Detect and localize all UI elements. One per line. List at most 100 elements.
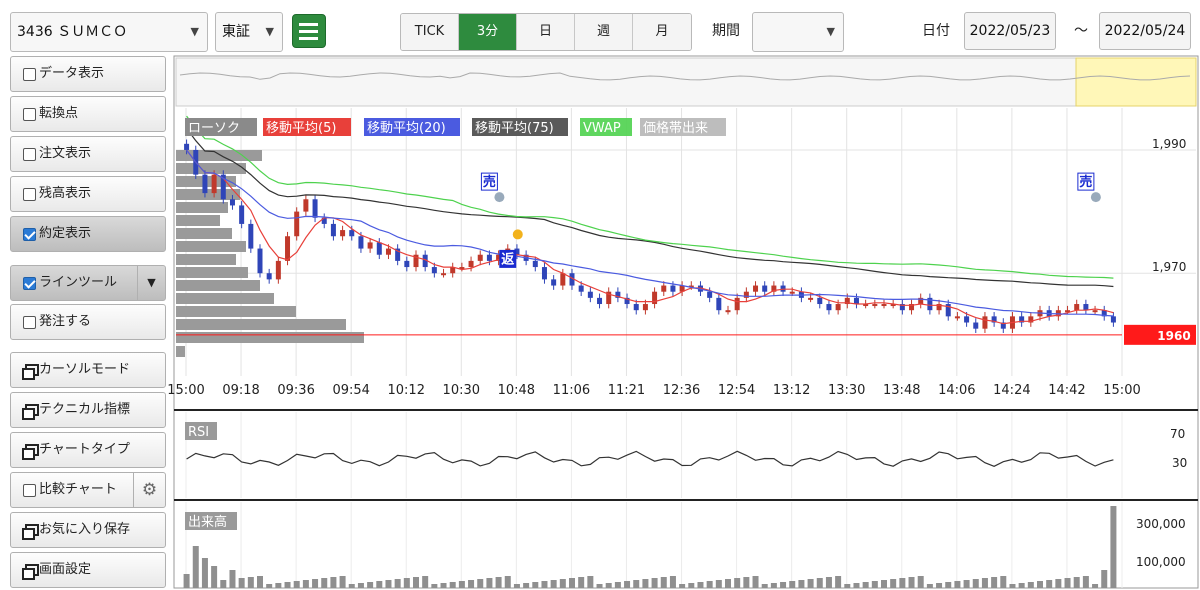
candle — [367, 242, 373, 249]
tab-tick[interactable]: TICK — [401, 14, 459, 50]
candle — [496, 254, 502, 261]
volume-bar — [532, 582, 539, 588]
x-tick-label: 13:12 — [773, 383, 810, 398]
x-tick-label: 13:48 — [883, 383, 920, 398]
candle — [395, 248, 401, 261]
volume-bar — [312, 579, 319, 588]
tab-month[interactable]: 月 — [633, 14, 691, 50]
candle — [973, 322, 979, 329]
market-select[interactable]: 東証 ▼ — [215, 12, 283, 52]
volume-bar — [302, 580, 309, 588]
volume-profile-bar — [176, 280, 260, 291]
tilde: ～ — [1074, 23, 1088, 39]
gear-icon[interactable]: ⚙ — [133, 473, 165, 507]
volume-bar — [688, 583, 695, 588]
volume-bar — [587, 576, 594, 588]
volume-bar — [495, 577, 502, 588]
candle — [707, 291, 713, 298]
candle — [202, 174, 208, 194]
date-to-input[interactable]: 2022/05/24 — [1099, 12, 1191, 50]
rsi-tick-label: 70 — [1170, 427, 1185, 441]
sidebar-item-order-display[interactable]: 注文表示 — [10, 136, 166, 172]
last-price-label: 1960 — [1157, 329, 1190, 343]
candle — [275, 260, 281, 280]
candle — [459, 267, 465, 270]
period-select[interactable]: ▼ — [752, 12, 844, 52]
legend-chip — [364, 118, 460, 136]
candle — [835, 304, 841, 311]
candle — [982, 316, 988, 329]
candle — [266, 273, 272, 280]
legend-chip — [472, 118, 568, 136]
sidebar-item-label: カーソルモード — [39, 362, 131, 377]
sidebar-item-execution-display[interactable]: 約定表示 — [10, 216, 166, 252]
volume-bar — [605, 583, 612, 588]
volume-bar — [669, 576, 676, 588]
volume-bar — [1082, 576, 1089, 588]
chevron-down-icon: ▼ — [826, 25, 835, 38]
candle — [899, 304, 905, 311]
candle — [624, 297, 630, 305]
date-from-input[interactable]: 2022/05/23 — [964, 12, 1056, 50]
candle — [964, 316, 970, 323]
chevron-down-icon[interactable]: ▼ — [137, 266, 165, 300]
candle — [909, 304, 915, 311]
sidebar-item-place-order[interactable]: 発注する — [10, 304, 166, 340]
candle — [633, 304, 639, 311]
candle — [413, 254, 419, 268]
volume-bar — [211, 566, 218, 588]
candle — [734, 297, 740, 311]
candle — [615, 291, 621, 298]
sidebar-item-line-tool[interactable]: ラインツール ▼ — [10, 265, 166, 301]
candle — [743, 291, 749, 298]
sidebar-item-chart-type[interactable]: チャートタイプ — [10, 432, 166, 468]
volume-bar — [486, 578, 493, 588]
volume-bar — [624, 581, 631, 588]
candle — [468, 260, 474, 268]
sidebar-item-turning-point[interactable]: 転換点 — [10, 96, 166, 132]
volume-bar — [963, 580, 970, 588]
event-dot — [512, 229, 523, 240]
volume-bar — [440, 583, 447, 588]
volume-bar — [770, 583, 777, 588]
candle — [881, 304, 887, 307]
candle — [826, 304, 832, 311]
volume-profile-bar — [176, 202, 228, 213]
candle — [918, 297, 924, 305]
stock-select[interactable]: 3436 ＳＵＭＣＯ ▼ — [10, 12, 208, 52]
candle — [1110, 316, 1116, 323]
checkbox-icon — [23, 316, 36, 329]
volume-bar — [1027, 582, 1034, 588]
sidebar-item-screen-settings[interactable]: 画面設定 — [10, 552, 166, 588]
tab-week[interactable]: 週 — [575, 14, 633, 50]
event-marker-label: 売 — [1079, 174, 1092, 190]
sidebar-item-data-display[interactable]: データ表示 — [10, 56, 166, 92]
sidebar-item-save-favorite[interactable]: お気に入り保存 — [10, 512, 166, 548]
volume-bar — [266, 584, 273, 588]
volume-bar — [413, 577, 419, 588]
candle — [587, 291, 593, 298]
sidebar-item-compare-chart[interactable]: 比較チャート ⚙ — [10, 472, 166, 508]
candle — [312, 199, 318, 218]
overview-window — [1075, 57, 1197, 107]
volume-bar — [936, 583, 943, 588]
tab-day[interactable]: 日 — [517, 14, 575, 50]
candle — [927, 297, 933, 311]
candle — [844, 297, 850, 305]
sidebar-item-technical[interactable]: テクニカル指標 — [10, 392, 166, 428]
sidebar-item-cursor-mode[interactable]: カーソルモード — [10, 352, 166, 388]
sidebar-item-balance-display[interactable]: 残高表示 — [10, 176, 166, 212]
volume-bar — [578, 577, 585, 588]
candle — [817, 297, 823, 305]
volume-bar — [954, 581, 961, 588]
volume-bar — [559, 579, 566, 588]
toolbar: 3436 ＳＵＭＣＯ ▼ 東証 ▼ TICK 3分 日 週 月 期間 ▼ 日付 20… — [0, 0, 1200, 62]
tab-3min[interactable]: 3分 — [459, 14, 517, 50]
last-price-badge — [1124, 324, 1196, 345]
ma75-line — [186, 128, 1114, 288]
rsi-label-chip — [185, 422, 217, 440]
volume-bar — [715, 580, 722, 588]
list-button[interactable] — [292, 14, 326, 48]
volume-bar — [275, 583, 282, 588]
